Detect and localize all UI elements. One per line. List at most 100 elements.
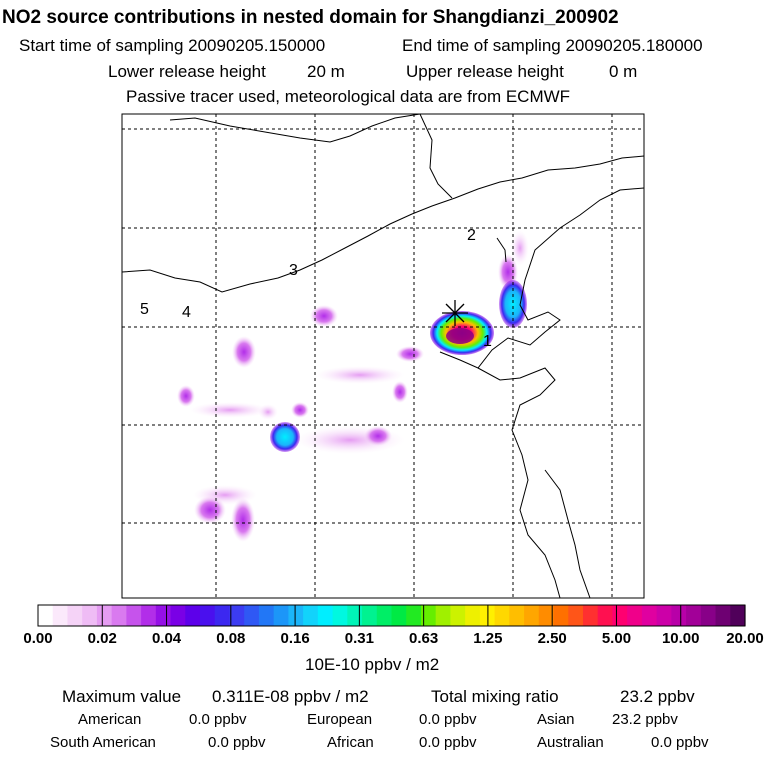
map-frame (121, 113, 645, 599)
chart-title: NO2 source contributions in nested domai… (2, 7, 619, 28)
region-label-3: 3 (289, 262, 298, 279)
colorbar-cell (509, 605, 525, 626)
colorbar-cell (303, 605, 319, 626)
colorbar-cell (715, 605, 731, 626)
colorbar-cell (111, 605, 127, 626)
region-asian-value: 23.2 ppbv (612, 711, 678, 728)
colorbar-cell (82, 605, 98, 626)
colorbar-tick-label: 0.02 (87, 630, 117, 647)
colorbar-cell (96, 605, 113, 626)
colorbar-cell (420, 605, 437, 626)
plume-light (511, 230, 529, 266)
colorbar-cell (568, 605, 584, 626)
plume-light (190, 402, 270, 418)
plume-blue (270, 422, 300, 452)
plume-light (258, 404, 278, 420)
region-label-2: 2 (467, 227, 476, 244)
colorbar-cell (656, 605, 672, 626)
colorbar-cell (376, 605, 393, 626)
colorbar-cell (332, 605, 348, 626)
colorbar-cell (406, 605, 422, 626)
colorbar-cell (170, 605, 186, 626)
colorbar-cell (700, 605, 717, 626)
region-european-name: European (307, 711, 373, 728)
colorbar-unit: 10E-10 ppbv / m2 (305, 655, 440, 674)
colorbar-cell (612, 605, 628, 626)
plume-hot-core (446, 328, 474, 344)
colorbar-cell (200, 605, 216, 626)
region-label-5: 5 (140, 301, 149, 318)
data-source-note: Passive tracer used, meteorological data… (126, 87, 571, 106)
colorbar-tick-label: 2.50 (537, 630, 567, 647)
region-american-name: American (78, 711, 142, 728)
colorbar-cell (641, 605, 658, 626)
plume-purple (364, 426, 392, 446)
colorbar-cell (627, 605, 643, 626)
colorbar-cell (155, 605, 172, 626)
colorbar-tick-label: 0.00 (23, 630, 53, 647)
region-label-1: 1 (483, 333, 492, 350)
plume-blue (499, 280, 527, 328)
plume-light (392, 381, 408, 403)
colorbar-cell (362, 605, 378, 626)
colorbar-tick-label: 10.00 (661, 630, 700, 647)
plume-light (177, 385, 195, 407)
colorbar-cell (273, 605, 289, 626)
colorbar-cell (126, 605, 142, 626)
colorbar-frame (37, 604, 746, 627)
colorbar-cell (553, 605, 569, 626)
colorbar-cell (38, 605, 54, 626)
colorbar-cell (258, 605, 275, 626)
start-time-label: Start time of sampling 20090205.150000 (19, 36, 326, 55)
colorbar-cell (244, 605, 260, 626)
colorbar-tick-label: 0.63 (409, 630, 439, 647)
colorbar-cell (730, 605, 746, 626)
colorbar-tick-label: 0.08 (216, 630, 246, 647)
end-time-label: End time of sampling 20090205.180000 (402, 36, 703, 55)
colorbar-cell (597, 605, 614, 626)
colorbar-cell (391, 605, 407, 626)
coastlines (122, 114, 644, 598)
colorbar (38, 605, 746, 626)
colorbar-cell (214, 605, 231, 626)
colorbar-cell (465, 605, 481, 626)
colorbar-cell (67, 605, 83, 626)
total-mixing-value: 23.2 ppbv (620, 687, 695, 706)
plume-light (291, 402, 309, 418)
colorbar-cell (538, 605, 555, 626)
colorbar-cell (52, 605, 69, 626)
region-european-value: 0.0 ppbv (419, 711, 477, 728)
total-mixing-label: Total mixing ratio (431, 687, 559, 706)
region-african-value: 0.0 ppbv (419, 734, 477, 751)
colorbar-cell (229, 605, 245, 626)
colorbar-tick-label: 0.31 (344, 630, 374, 647)
lower-release-label: Lower release height (108, 62, 266, 81)
plume-purple (194, 496, 226, 524)
max-value-label: Maximum value (62, 687, 182, 706)
colorbar-cell (141, 605, 157, 626)
colorbar-cell (582, 605, 599, 626)
region-american-value: 0.0 ppbv (189, 711, 247, 728)
receptor-star-icon (442, 300, 468, 326)
upper-release-label: Upper release height (406, 62, 564, 81)
region-african-name: African (327, 734, 374, 751)
colorbar-cell (317, 605, 334, 626)
colorbar-tick-label: 20.00 (726, 630, 764, 647)
colorbar-tick-label: 1.25 (473, 630, 503, 647)
region-south-american-name: South American (50, 734, 156, 751)
colorbar-cell (288, 605, 304, 626)
region-australian-name: Australian (537, 734, 604, 751)
region-label-4: 4 (182, 304, 191, 321)
plume-field (177, 230, 529, 542)
colorbar-cell (494, 605, 510, 626)
plume-light (396, 346, 424, 362)
region-south-american-value: 0.0 ppbv (208, 734, 266, 751)
region-asian-name: Asian (537, 711, 575, 728)
max-value: 0.311E-08 ppbv / m2 (212, 687, 369, 706)
plume-purple (231, 498, 255, 542)
colorbar-cell (347, 605, 363, 626)
plume-light (315, 366, 405, 384)
colorbar-cell (671, 605, 687, 626)
map-grid (122, 114, 644, 598)
